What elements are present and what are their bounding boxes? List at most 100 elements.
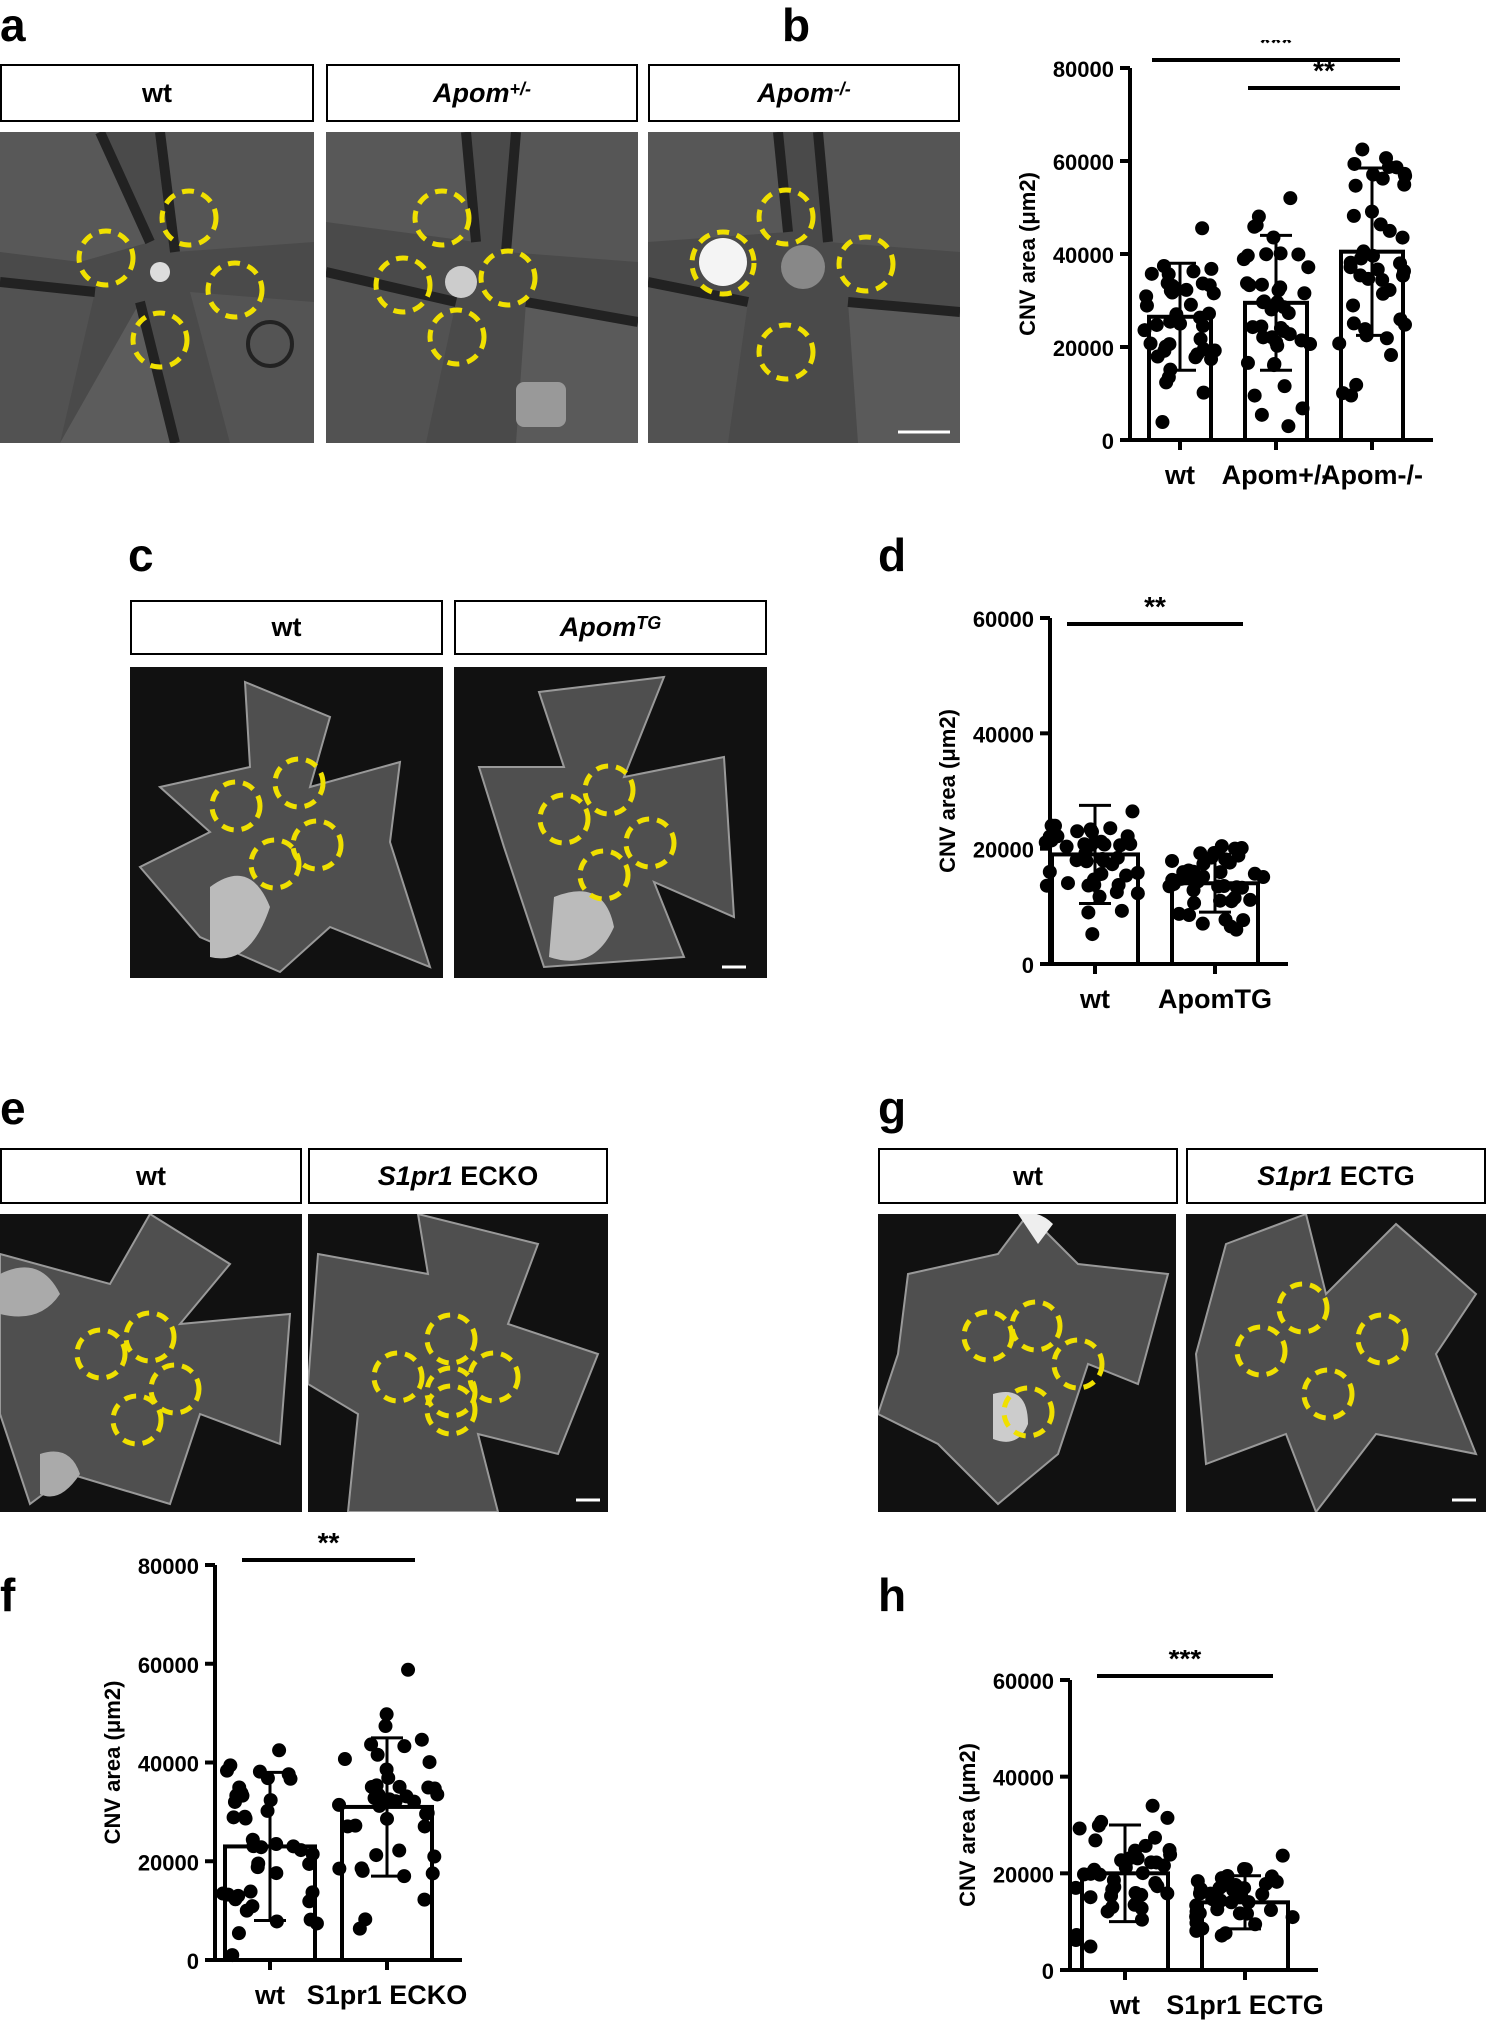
- data-point: [1111, 877, 1126, 892]
- data-point: [1216, 879, 1231, 894]
- data-point: [303, 1912, 318, 1927]
- data-point: [1349, 377, 1364, 392]
- cnv-circles: [76, 188, 265, 370]
- data-point: [1346, 298, 1361, 313]
- data-point: [397, 1739, 412, 1754]
- data-point: [1210, 1902, 1225, 1917]
- header-text: wt: [136, 1160, 166, 1191]
- data-point: [355, 1863, 370, 1878]
- panel-label-e: e: [0, 1082, 26, 1134]
- data-point: [1114, 903, 1129, 918]
- data-point: [302, 1856, 317, 1871]
- cnv-circle: [1301, 1367, 1355, 1421]
- y-axis-label: CNV area (μm2): [100, 1681, 125, 1845]
- data-point: [272, 1743, 287, 1758]
- panel-label-b: b: [782, 0, 811, 51]
- header-a-wt: wt: [0, 64, 314, 122]
- header-a-apom-ko: Apom -/-: [648, 64, 960, 122]
- data-point: [1232, 1906, 1247, 1921]
- panel-label-g: g: [878, 1082, 907, 1134]
- data-point: [269, 1866, 284, 1881]
- data-point: [1348, 178, 1363, 193]
- data-point: [1346, 208, 1361, 223]
- data-point: [1247, 219, 1262, 234]
- data-point: [302, 1894, 317, 1909]
- cnv-circle: [424, 1312, 478, 1366]
- header-gene: Apom: [757, 77, 834, 108]
- y-tick-label: 0: [1022, 953, 1034, 978]
- data-point: [1125, 804, 1140, 819]
- y-tick-label: 0: [187, 1949, 199, 1974]
- header-gene: Apom: [559, 612, 637, 642]
- data-point: [1227, 890, 1242, 905]
- data-point: [1193, 332, 1208, 347]
- header-gene: S1pr1: [1257, 1160, 1333, 1191]
- data-point: [392, 1843, 407, 1858]
- header-superscript: +/-: [509, 78, 531, 99]
- data-point: [1179, 282, 1194, 297]
- data-point: [1172, 906, 1187, 921]
- cnv-circle: [836, 234, 896, 294]
- cnv-circle: [623, 816, 677, 870]
- data-point: [379, 1707, 394, 1722]
- y-tick-label: 40000: [993, 1766, 1054, 1791]
- data-point: [364, 1737, 379, 1752]
- micrograph-a-apom-het: [326, 132, 638, 443]
- chart-h: 0 20000 40000 60000 CNV area (μm2) wt S1pr1 EC…: [940, 1650, 1380, 2036]
- header-g-wt: wt: [878, 1148, 1178, 1204]
- data-point: [1382, 223, 1397, 238]
- header-suffix: ECTG: [1332, 1160, 1415, 1191]
- cnv-circle: [412, 188, 472, 248]
- data-point: [215, 1886, 230, 1901]
- header-superscript: -/-: [833, 78, 851, 99]
- data-point: [1355, 142, 1370, 157]
- data-point: [1256, 330, 1271, 345]
- cnv-circle: [1051, 1337, 1105, 1391]
- data-point: [1094, 834, 1109, 849]
- cnv-circle: [130, 310, 190, 370]
- data-point: [1384, 348, 1399, 363]
- data-point: [1195, 221, 1210, 236]
- chart-f: 0 20000 40000 60000 80000 CNV area (μm2) wt S1p…: [70, 1460, 570, 2030]
- data-point: [1381, 159, 1396, 174]
- data-point: [1195, 1921, 1210, 1936]
- cnv-circle: [427, 307, 487, 367]
- header-text: wt: [1013, 1160, 1043, 1191]
- data-point: [1196, 856, 1211, 871]
- data-point: [1130, 865, 1145, 880]
- data-point: [1160, 1886, 1175, 1901]
- data-point: [293, 1843, 308, 1858]
- data-point: [369, 1848, 384, 1863]
- data-point: [1375, 273, 1390, 288]
- data-point: [1042, 864, 1057, 879]
- data-point: [1072, 1821, 1087, 1836]
- chart-b: 0 20000 40000 60000 80000 CNV area (μm2) wt Apo…: [1000, 40, 1502, 510]
- data-point: [1103, 821, 1118, 836]
- header-a-apom-het: Apom +/-: [326, 64, 638, 122]
- x-tick-label: ApomTG: [1158, 984, 1272, 1014]
- data-point: [1354, 251, 1369, 266]
- data-point: [1069, 853, 1084, 868]
- data-point: [1068, 1933, 1083, 1948]
- data-point: [1255, 1887, 1270, 1902]
- data-point: [1104, 1888, 1119, 1903]
- cnv-circle: [290, 818, 344, 872]
- data-point: [1106, 1873, 1121, 1888]
- data-point: [1143, 336, 1158, 351]
- data-point: [417, 1892, 432, 1907]
- header-text: wt: [271, 612, 302, 642]
- cnv-circle: [1276, 1281, 1330, 1335]
- data-point: [348, 1818, 363, 1833]
- data-point: [1202, 278, 1217, 293]
- data-point: [1243, 892, 1258, 907]
- data-point: [1148, 1876, 1163, 1891]
- cnv-circle: [1001, 1385, 1055, 1439]
- data-point: [1343, 260, 1358, 275]
- data-point: [1186, 264, 1201, 279]
- data-point: [1083, 1866, 1098, 1881]
- header-gene: S1pr1: [377, 1160, 453, 1191]
- data-point: [1192, 1886, 1207, 1901]
- y-tick-label: 0: [1102, 429, 1114, 454]
- panel-label-f: f: [0, 1569, 16, 1621]
- cnv-circle: [467, 1350, 521, 1404]
